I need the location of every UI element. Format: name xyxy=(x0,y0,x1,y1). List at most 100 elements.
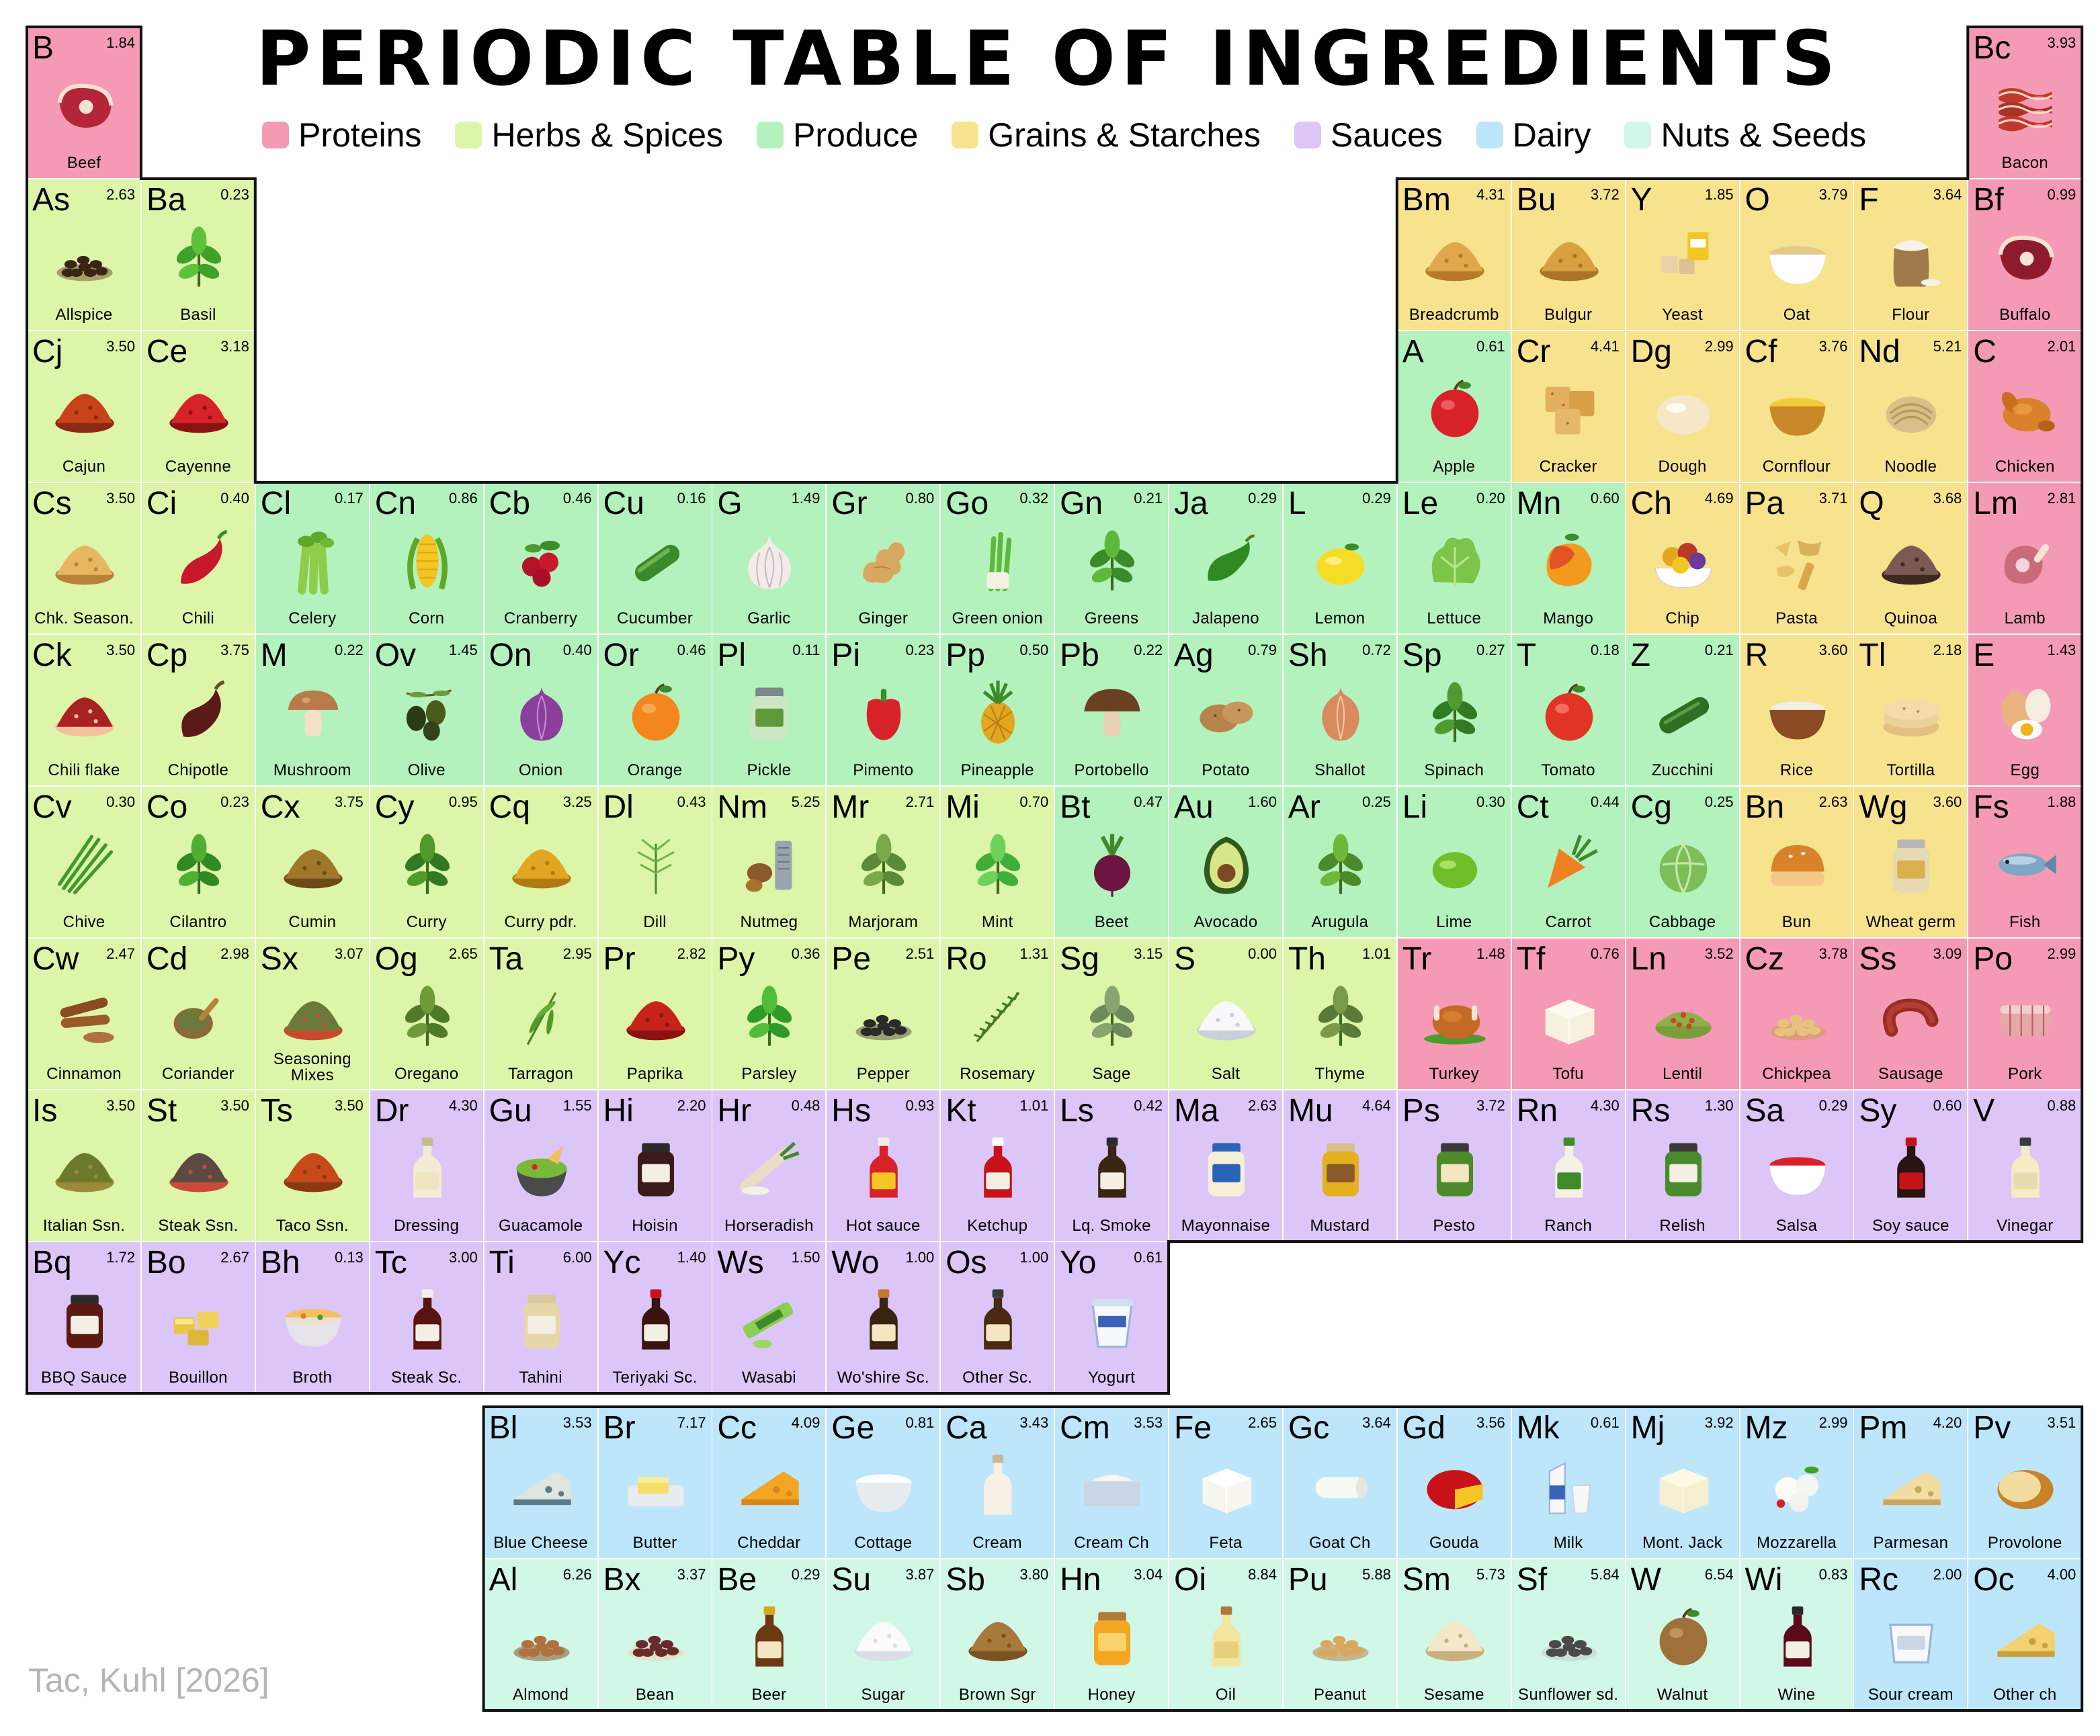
element-symbol: Gr xyxy=(831,486,868,521)
element-value: 0.23 xyxy=(905,642,935,658)
element-cell: Au 1.60 Avocado xyxy=(1169,786,1283,938)
element-symbol: T xyxy=(1516,638,1537,673)
element-cell: Cn 0.86 Corn xyxy=(369,482,484,634)
element-name: Chickpea xyxy=(1762,1065,1831,1083)
element-symbol: Dg xyxy=(1630,334,1672,370)
element-symbol: Ag xyxy=(1174,638,1214,673)
element-value: 3.92 xyxy=(1704,1414,1734,1431)
element-name: Bun xyxy=(1781,913,1812,931)
element-name: Goat Ch xyxy=(1309,1534,1371,1552)
element-cell: Ts 3.50 Taco Ssn. xyxy=(255,1090,370,1242)
element-symbol: E xyxy=(1973,638,1995,673)
element-symbol: Ro xyxy=(946,941,987,977)
element-name: Cucumber xyxy=(616,609,694,627)
seasoning-icon xyxy=(50,526,120,596)
bbq-sauce-icon xyxy=(50,1285,120,1355)
element-name: Chicken xyxy=(1994,458,2055,476)
element-name: Mint xyxy=(981,913,1013,931)
tahini-jar-icon xyxy=(507,1285,577,1355)
element-cell: Tr 1.48 Turkey xyxy=(1396,938,1511,1090)
element-cell: Is 3.50 Italian Ssn. xyxy=(27,1090,141,1242)
element-value: 0.29 xyxy=(791,1566,821,1583)
element-value: 0.17 xyxy=(334,490,364,507)
element-symbol: Br xyxy=(603,1410,636,1446)
element-symbol: Os xyxy=(946,1245,987,1281)
element-symbol: Ti xyxy=(489,1245,515,1281)
element-symbol: Dr xyxy=(374,1093,409,1129)
legend-item-produce: Produce xyxy=(757,116,918,155)
element-name: Italian Ssn. xyxy=(42,1217,126,1235)
element-cell: Cy 0.95 Curry xyxy=(369,786,484,938)
element-cell: Cc 4.09 Cheddar xyxy=(712,1407,827,1559)
element-value: 0.21 xyxy=(1704,642,1734,658)
element-name: Egg xyxy=(2010,761,2040,779)
element-symbol: Yo xyxy=(1060,1245,1097,1281)
element-cell: Bh 0.13 Broth xyxy=(255,1242,370,1393)
element-name: Ginger xyxy=(858,609,909,627)
rice-icon xyxy=(1763,678,1833,748)
element-symbol: Ma xyxy=(1174,1093,1219,1129)
chipotle-icon xyxy=(164,678,234,748)
element-value: 5.84 xyxy=(1590,1566,1620,1583)
element-cell: Li 0.30 Lime xyxy=(1396,786,1511,938)
element-symbol: Bf xyxy=(1973,182,2004,218)
element-value: 4.20 xyxy=(1933,1414,1962,1431)
broth-icon xyxy=(278,1285,348,1355)
ginger-icon xyxy=(849,526,919,596)
element-name: Pesto xyxy=(1433,1217,1476,1235)
element-value: 3.93 xyxy=(2047,34,2076,51)
element-cell: Yc 1.40 Teriyaki Sc. xyxy=(597,1242,712,1393)
element-value: 6.00 xyxy=(562,1249,592,1266)
element-cell: Bo 2.67 Bouillon xyxy=(140,1242,255,1393)
element-symbol: Ln xyxy=(1630,941,1667,977)
element-name: Fish xyxy=(2009,913,2041,931)
element-symbol: Pa xyxy=(1745,486,1785,521)
element-name: Beer xyxy=(751,1686,787,1704)
element-symbol: W xyxy=(1630,1562,1661,1598)
element-symbol: Ss xyxy=(1859,941,1897,977)
element-name: Relish xyxy=(1659,1217,1706,1235)
element-symbol: Hn xyxy=(1060,1562,1101,1598)
element-name: Onion xyxy=(518,761,563,779)
element-name: Sour cream xyxy=(1867,1686,1954,1704)
element-value: 3.50 xyxy=(106,490,135,507)
element-name: Ranch xyxy=(1544,1217,1593,1235)
element-cell: Bu 3.72 Bulgur xyxy=(1511,179,1626,331)
element-symbol: Y xyxy=(1630,182,1652,218)
element-value: 3.50 xyxy=(220,1097,249,1114)
element-value: 0.29 xyxy=(1818,1097,1848,1114)
element-symbol: Rc xyxy=(1859,1562,1899,1598)
ranch-bottle-icon xyxy=(1534,1133,1604,1203)
cracker-icon xyxy=(1534,374,1604,444)
element-symbol: Pi xyxy=(831,638,860,673)
element-symbol: Cf xyxy=(1745,334,1777,370)
element-value: 3.78 xyxy=(1818,945,1848,962)
element-cell: Ba 0.23 Basil xyxy=(140,179,255,331)
element-symbol: Ba xyxy=(146,182,186,218)
peppercorn-icon xyxy=(849,982,919,1051)
element-name: Tarragon xyxy=(508,1065,574,1083)
element-name: Carrot xyxy=(1545,913,1591,931)
element-name: Paprika xyxy=(626,1065,683,1083)
shallot-icon xyxy=(1306,678,1376,748)
element-symbol: St xyxy=(146,1093,177,1129)
lime-icon xyxy=(1420,830,1490,900)
element-symbol: Po xyxy=(1973,941,2013,977)
element-name: Oregano xyxy=(394,1065,459,1083)
element-name: Breadcrumb xyxy=(1409,306,1499,324)
element-cell: Pv 3.51 Provolone xyxy=(1968,1407,2083,1559)
element-value: 3.53 xyxy=(562,1414,592,1431)
element-name: Lettuce xyxy=(1427,609,1482,627)
element-cell: Lm 2.81 Lamb xyxy=(1968,482,2083,634)
element-name: Basil xyxy=(180,306,216,324)
element-cell: Mr 2.71 Marjoram xyxy=(826,786,941,938)
element-symbol: B xyxy=(32,30,54,66)
element-symbol: Gn xyxy=(1060,486,1103,521)
element-cell: O 3.79 Oat xyxy=(1739,179,1854,331)
element-symbol: Be xyxy=(717,1562,757,1598)
element-cell: Cv 0.30 Chive xyxy=(27,786,141,938)
element-value: 1.49 xyxy=(791,490,821,507)
element-cell: Le 0.20 Lettuce xyxy=(1396,482,1511,634)
element-name: Curry pdr. xyxy=(504,913,577,931)
element-cell: Bc 3.93 Bacon xyxy=(1968,27,2083,179)
